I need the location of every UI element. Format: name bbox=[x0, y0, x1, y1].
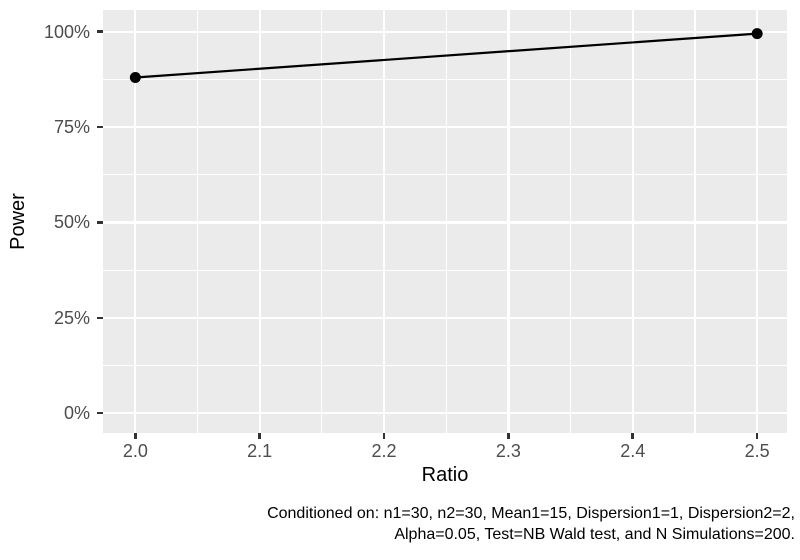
y-major-gridline bbox=[103, 412, 787, 415]
y-tick-label: 0% bbox=[63, 403, 90, 424]
x-tick-label: 2.1 bbox=[247, 441, 273, 461]
y-major-gridline bbox=[103, 316, 787, 319]
x-tick-label: 2.0 bbox=[122, 441, 148, 461]
y-tick-mark bbox=[97, 30, 103, 34]
y-tick-label: 100% bbox=[43, 21, 90, 42]
y-minor-gridline bbox=[103, 78, 787, 80]
x-tick-label: 2.4 bbox=[620, 441, 646, 461]
y-major-gridline bbox=[103, 221, 787, 224]
x-tick-mark bbox=[631, 433, 635, 439]
plot-caption: Conditioned on: n1=30, n2=30, Mean1=15, … bbox=[267, 503, 795, 545]
x-tick-mark bbox=[507, 433, 510, 439]
caption-line-2: Alpha=0.05, Test=NB Wald test, and N Sim… bbox=[394, 526, 795, 543]
y-tick-label: 50% bbox=[53, 212, 90, 233]
x-tick-label: 2.5 bbox=[744, 441, 770, 461]
y-tick-mark bbox=[97, 125, 103, 129]
y-minor-gridline bbox=[103, 269, 787, 271]
y-tick-label: 75% bbox=[53, 117, 90, 138]
x-tick-mark bbox=[755, 433, 759, 439]
y-tick-mark bbox=[97, 221, 103, 224]
x-tick-mark bbox=[382, 433, 386, 439]
y-minor-gridline bbox=[103, 364, 787, 367]
y-minor-gridline bbox=[103, 174, 787, 176]
x-tick-label: 2.3 bbox=[495, 441, 521, 461]
y-tick-mark bbox=[97, 316, 103, 320]
y-tick-mark bbox=[97, 411, 103, 415]
x-tick-mark bbox=[258, 433, 261, 439]
x-tick-label: 2.2 bbox=[371, 441, 397, 461]
x-tick-mark bbox=[134, 433, 137, 439]
y-tick-label: 25% bbox=[53, 307, 90, 328]
x-axis-title: Ratio bbox=[421, 464, 469, 486]
caption-line-1: Conditioned on: n1=30, n2=30, Mean1=15, … bbox=[267, 505, 795, 522]
plot-panel bbox=[103, 10, 787, 433]
y-major-gridline bbox=[103, 125, 787, 129]
y-major-gridline bbox=[103, 30, 787, 33]
